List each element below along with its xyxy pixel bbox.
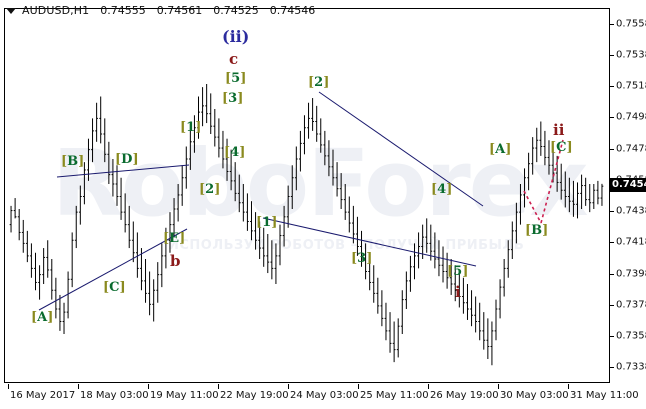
time-axis[interactable]: 16 May 2017 18 May 03:00 19 May 11:00 22 Ma… <box>0 384 646 409</box>
time-tick-label: 30 May 03:00 <box>500 390 569 401</box>
symbol-timeframe-label: AUDUSD,H1 <box>22 3 90 17</box>
caret-down-icon[interactable] <box>6 7 16 14</box>
price-tick-label: 0.7338 <box>616 361 646 373</box>
price-tick <box>609 336 614 338</box>
current-price-tag: 0.7454 <box>609 178 646 193</box>
time-tick <box>428 384 429 389</box>
time-tick-label: 22 May 19:00 <box>220 390 289 401</box>
time-tick-label: 25 May 11:00 <box>360 390 429 401</box>
label-b-forecast: [B] <box>525 223 549 238</box>
price-tick <box>609 242 614 244</box>
time-tick-label: 26 May 19:00 <box>430 390 499 401</box>
time-tick-label: 19 May 11:00 <box>150 390 219 401</box>
label-3-impulse: [3] <box>222 91 244 106</box>
label-a-forecast: [A] <box>489 142 512 157</box>
price-axis[interactable]: 0.75580.75380.75180.74980.74780.74580.74… <box>609 8 646 383</box>
plot-area[interactable] <box>4 8 609 383</box>
label-5-wedge: [5] <box>447 264 469 279</box>
price-tick-label: 0.7438 <box>616 205 646 217</box>
low-value: 0.74525 <box>213 3 259 17</box>
triangle-upper-bde <box>56 164 190 178</box>
label-b-degree-1: [B] <box>61 154 85 169</box>
forecast-down-to-b <box>523 190 542 224</box>
label-4-impulse: [4] <box>224 145 246 160</box>
label-2-impulse: [2] <box>199 182 221 197</box>
price-tick <box>609 23 614 25</box>
wedge-upper-24 <box>318 91 484 207</box>
price-tick-label: 0.7558 <box>616 18 646 30</box>
price-tick <box>609 54 614 56</box>
label-c-degree-1: [C] <box>103 280 126 295</box>
time-tick <box>288 384 289 389</box>
price-tick-label: 0.7358 <box>616 330 646 342</box>
label-c-intermediate: c <box>229 50 239 68</box>
label-1-impulse: [1] <box>180 120 202 135</box>
ohlc-bars <box>9 84 604 366</box>
price-tick-label: 0.7518 <box>616 80 646 92</box>
label-a-degree-1: [A] <box>31 310 54 325</box>
price-tick-label: 0.7378 <box>616 299 646 311</box>
label-2-wedge: [2] <box>308 75 330 90</box>
forecast-lines <box>523 139 564 224</box>
time-tick <box>78 384 79 389</box>
label-c-forecast: [C] <box>550 140 573 155</box>
price-series-svg <box>9 84 604 366</box>
price-tick <box>609 211 614 213</box>
time-tick <box>8 384 9 389</box>
label-ii-forecast: ii <box>553 121 565 139</box>
price-tick <box>609 117 614 119</box>
label-1-wedge: [1] <box>256 215 278 230</box>
price-axis-line <box>609 8 610 383</box>
label-3-wedge: [3] <box>351 251 373 266</box>
close-value: 0.74546 <box>269 3 316 17</box>
time-tick <box>498 384 499 389</box>
label-4-wedge: [4] <box>431 182 453 197</box>
price-tick-label: 0.7538 <box>616 49 646 61</box>
time-tick-label: 24 May 03:00 <box>290 390 359 401</box>
time-tick <box>568 384 569 389</box>
trendlines <box>38 91 484 311</box>
price-tick <box>609 367 614 369</box>
triangle-lower-ace <box>38 228 188 311</box>
label-i-minor: i <box>455 283 461 301</box>
open-value: 0.74555 <box>100 3 146 17</box>
price-tick-label: 0.7418 <box>616 236 646 248</box>
time-tick <box>218 384 219 389</box>
price-tick-label: 0.7478 <box>616 143 646 155</box>
chart-header: AUDUSD,H1 0.74555 0.74561 0.74525 0.7454… <box>0 0 646 20</box>
price-tick <box>609 86 614 88</box>
label-ii-major: (ii) <box>222 27 250 46</box>
label-b-minor: b <box>170 252 181 270</box>
time-tick-label: 18 May 03:00 <box>80 390 149 401</box>
label-e-degree-1: [E] <box>163 231 186 246</box>
label-5-impulse: [5] <box>225 71 247 86</box>
wedge-lower-135 <box>262 217 477 267</box>
time-tick <box>148 384 149 389</box>
price-tick-label: 0.7398 <box>616 268 646 280</box>
price-tick <box>609 148 614 150</box>
price-tick <box>609 304 614 306</box>
price-tick-label: 0.7498 <box>616 111 646 123</box>
time-tick-label: 16 May 2017 <box>10 390 76 401</box>
forecast-up-to-c <box>540 139 564 224</box>
time-tick-label: 31 May 11:00 <box>570 390 639 401</box>
label-d-degree-1: [D] <box>115 152 139 167</box>
high-value: 0.74561 <box>156 3 203 17</box>
price-tick <box>609 273 614 275</box>
time-tick <box>358 384 359 389</box>
